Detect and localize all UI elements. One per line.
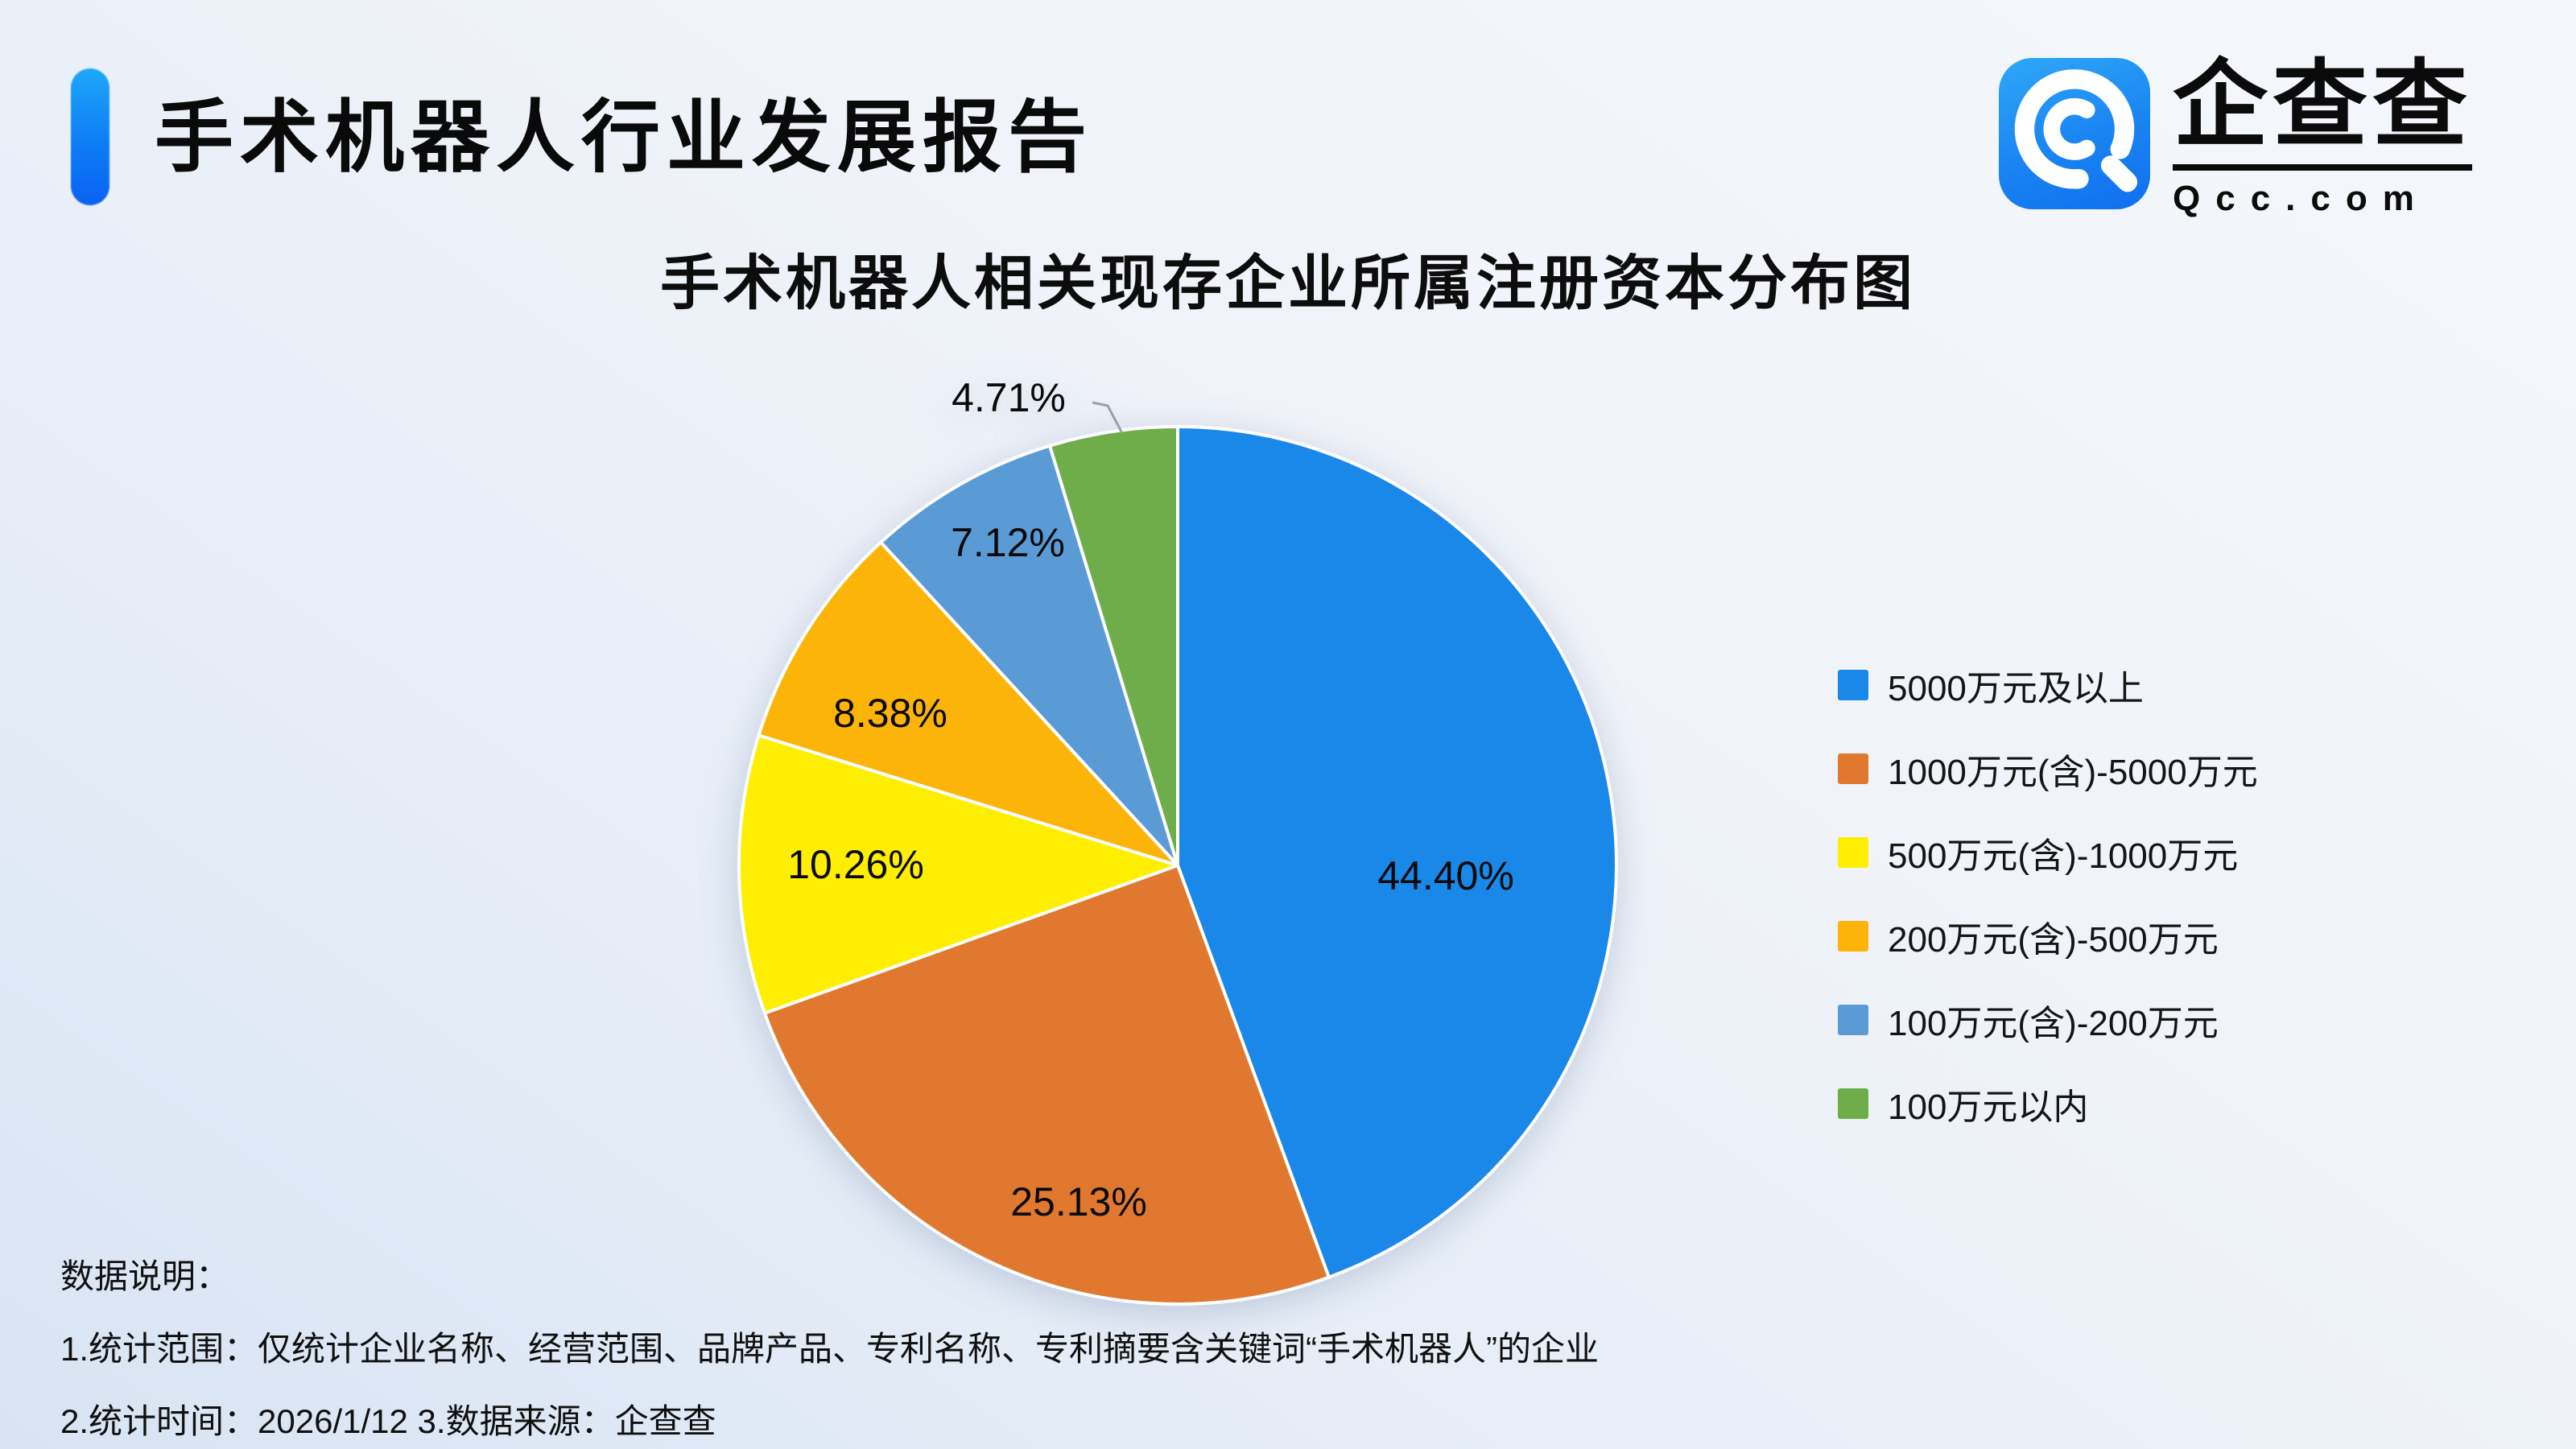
legend-marker-3 xyxy=(1838,921,1868,952)
pie-label-4: 7.12% xyxy=(951,520,1065,565)
legend-marker-2 xyxy=(1838,837,1868,868)
page-title: 手术机器人行业发展报告 xyxy=(155,93,1094,181)
legend-label-4: 100万元(含)-200万元 xyxy=(1888,1004,2219,1043)
legend-marker-5 xyxy=(1838,1088,1868,1119)
pie-label-3: 8.38% xyxy=(833,691,947,736)
legend-item-5[interactable]: 100万元以内 xyxy=(1838,1081,2258,1127)
chart-title: 手术机器人相关现存企业所属注册资本分布图 xyxy=(660,250,1916,316)
legend-item-2[interactable]: 500万元(含)-1000万元 xyxy=(1838,830,2258,876)
legend-label-5: 100万元以内 xyxy=(1888,1088,2089,1127)
pie-slice-4[interactable] xyxy=(879,444,1179,867)
qcc-logo-name: 企查查 xyxy=(2173,58,2473,171)
legend-item-1[interactable]: 1000万元(含)-5000万元 xyxy=(1838,746,2258,792)
pie-slice-5[interactable] xyxy=(1048,425,1179,867)
pie-label-0: 44.40% xyxy=(1377,853,1514,898)
legend-item-0[interactable]: 5000万元及以上 xyxy=(1838,663,2258,708)
qcc-magnifier-icon xyxy=(2014,69,2138,192)
legend-label-3: 200万元(含)-500万元 xyxy=(1888,920,2219,960)
label-leader-line xyxy=(1092,401,1124,434)
legend-label-2: 500万元(含)-1000万元 xyxy=(1888,836,2239,876)
pie-label-1: 25.13% xyxy=(1010,1179,1147,1224)
qcc-logo: 企查查 Qcc.com xyxy=(1999,58,2473,219)
title-accent-bar xyxy=(71,68,109,205)
legend-item-4[interactable]: 100万元(含)-200万元 xyxy=(1838,997,2258,1043)
pie-slice-3[interactable] xyxy=(757,540,1179,867)
notes-heading: 数据说明： xyxy=(60,1257,230,1295)
pie-label-2: 10.26% xyxy=(787,842,924,887)
pie-slice-0[interactable] xyxy=(1176,425,1618,1279)
notes-line-2: 2.统计时间：2026/1/12 3.数据来源：企查查 xyxy=(60,1402,716,1440)
chart-legend: 5000万元及以上 1000万元(含)-5000万元 500万元(含)-1000万元… xyxy=(1838,663,2258,1127)
qcc-logo-domain: Qcc.com xyxy=(2173,179,2429,218)
pie-slice-1[interactable] xyxy=(762,864,1331,1306)
legend-marker-1 xyxy=(1838,753,1868,784)
legend-marker-0 xyxy=(1838,670,1868,700)
legend-label-0: 5000万元及以上 xyxy=(1888,669,2144,708)
pie-chart: 44.40% 25.13% 10.26% 8.38% 7.12% 4.71% xyxy=(737,375,1618,1306)
legend-label-1: 1000万元(含)-5000万元 xyxy=(1888,753,2258,792)
pie-label-5: 4.71% xyxy=(952,375,1066,420)
qcc-logo-icon-tile xyxy=(1999,58,2150,209)
legend-marker-4 xyxy=(1838,1005,1868,1035)
pie-slice-2[interactable] xyxy=(737,733,1179,1015)
legend-item-3[interactable]: 200万元(含)-500万元 xyxy=(1838,914,2258,960)
notes-line-1: 1.统计范围：仅统计企业名称、经营范围、品牌产品、专利名称、专利摘要含关键词“手… xyxy=(60,1330,1600,1368)
